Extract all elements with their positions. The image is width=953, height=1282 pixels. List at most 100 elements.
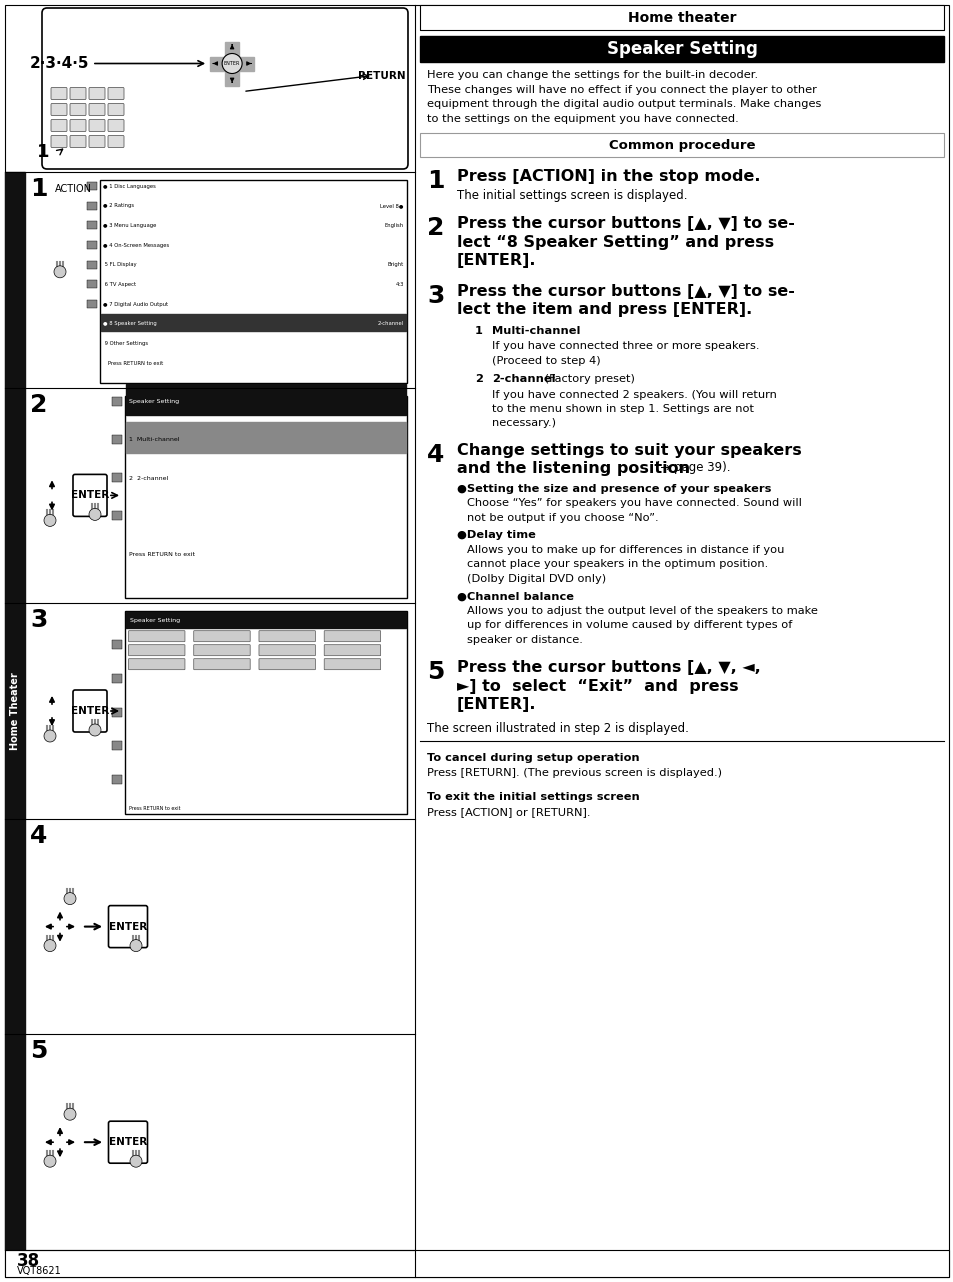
FancyBboxPatch shape: [324, 631, 380, 642]
Circle shape: [64, 1108, 76, 1120]
Bar: [87, 182, 97, 190]
Text: 2-channel: 2-channel: [377, 322, 403, 326]
FancyBboxPatch shape: [108, 104, 124, 115]
Text: VQT8621: VQT8621: [17, 1267, 62, 1276]
FancyBboxPatch shape: [258, 659, 315, 669]
Text: cannot place your speakers in the optimum position.: cannot place your speakers in the optimu…: [467, 559, 767, 569]
Text: To cancel during setup operation: To cancel during setup operation: [427, 754, 639, 764]
Text: 2-channel: 2-channel: [492, 374, 555, 385]
Text: (Proceed to step 4): (Proceed to step 4): [492, 355, 600, 365]
Text: Level 8●: Level 8●: [380, 203, 403, 208]
Text: 9 Other Settings: 9 Other Settings: [103, 341, 148, 346]
Circle shape: [44, 729, 56, 742]
FancyBboxPatch shape: [324, 659, 380, 669]
Text: RETURN: RETURN: [358, 71, 406, 81]
Circle shape: [89, 724, 101, 736]
Circle shape: [64, 892, 76, 905]
Text: 38: 38: [17, 1251, 40, 1269]
FancyBboxPatch shape: [70, 136, 86, 147]
Text: 2: 2: [475, 374, 482, 385]
FancyBboxPatch shape: [108, 87, 124, 100]
Bar: [112, 473, 122, 482]
Bar: [87, 300, 97, 308]
FancyBboxPatch shape: [419, 133, 943, 156]
FancyBboxPatch shape: [125, 612, 407, 814]
Text: Multi-channel: Multi-channel: [492, 326, 579, 336]
FancyBboxPatch shape: [51, 119, 67, 132]
Text: Press [ACTION] in the stop mode.: Press [ACTION] in the stop mode.: [456, 169, 760, 185]
Bar: [87, 260, 97, 269]
Text: 2: 2: [30, 392, 48, 417]
Text: (Factory preset): (Factory preset): [541, 374, 635, 385]
Text: To exit the initial settings screen: To exit the initial settings screen: [427, 792, 639, 803]
Text: 1: 1: [475, 326, 482, 336]
Text: 5: 5: [427, 660, 444, 685]
FancyBboxPatch shape: [51, 104, 67, 115]
Text: Press RETURN to exit: Press RETURN to exit: [103, 360, 163, 365]
Text: ENTER: ENTER: [109, 1137, 147, 1147]
Text: 2·3·4·5: 2·3·4·5: [30, 56, 90, 71]
Text: 1: 1: [427, 169, 444, 194]
FancyBboxPatch shape: [193, 631, 250, 642]
FancyBboxPatch shape: [89, 104, 105, 115]
Text: Press the cursor buttons [▲, ▼] to se-: Press the cursor buttons [▲, ▼] to se-: [456, 283, 794, 299]
Bar: [126, 422, 406, 454]
Bar: [87, 241, 97, 249]
Text: Press [RETURN]. (The previous screen is displayed.): Press [RETURN]. (The previous screen is …: [427, 768, 721, 778]
FancyBboxPatch shape: [109, 905, 148, 947]
Text: lect the item and press [ENTER].: lect the item and press [ENTER].: [456, 303, 752, 317]
Text: not be output if you choose “No”.: not be output if you choose “No”.: [467, 513, 658, 523]
Text: Speaker Setting: Speaker Setting: [130, 618, 180, 623]
FancyBboxPatch shape: [129, 659, 185, 669]
Text: Press RETURN to exit: Press RETURN to exit: [129, 806, 180, 812]
Text: If you have connected three or more speakers.: If you have connected three or more spea…: [492, 341, 759, 351]
Text: These changes will have no effect if you connect the player to other: These changes will have no effect if you…: [427, 85, 816, 95]
Text: 4: 4: [427, 444, 444, 467]
FancyBboxPatch shape: [193, 645, 250, 655]
Circle shape: [130, 1155, 142, 1167]
Text: Bright: Bright: [387, 263, 403, 267]
Text: Speaker Setting: Speaker Setting: [606, 40, 757, 58]
Bar: [225, 41, 239, 86]
Bar: [5, 172, 25, 1250]
Circle shape: [54, 265, 66, 278]
Text: ●Setting the size and presence of your speakers: ●Setting the size and presence of your s…: [456, 485, 771, 494]
Bar: [112, 435, 122, 444]
Bar: [419, 36, 943, 62]
Text: 1: 1: [37, 144, 50, 162]
Text: Home Theater: Home Theater: [10, 672, 20, 750]
Text: lect “8 Speaker Setting” and press: lect “8 Speaker Setting” and press: [456, 235, 773, 250]
Text: Allows you to make up for differences in distance if you: Allows you to make up for differences in…: [467, 545, 783, 555]
Text: Allows you to adjust the output level of the speakers to make: Allows you to adjust the output level of…: [467, 606, 817, 615]
FancyBboxPatch shape: [108, 119, 124, 132]
Text: up for differences in volume caused by different types of: up for differences in volume caused by d…: [467, 620, 792, 631]
Circle shape: [44, 514, 56, 527]
Bar: [112, 776, 122, 785]
Bar: [112, 396, 122, 405]
Text: Here you can change the settings for the built-in decoder.: Here you can change the settings for the…: [427, 71, 758, 79]
Text: Home theater: Home theater: [627, 10, 736, 24]
FancyBboxPatch shape: [258, 631, 315, 642]
FancyBboxPatch shape: [73, 690, 107, 732]
Bar: [112, 640, 122, 649]
Circle shape: [222, 54, 242, 73]
Text: to the settings on the equipment you have connected.: to the settings on the equipment you hav…: [427, 114, 738, 123]
FancyBboxPatch shape: [108, 136, 124, 147]
Text: ● 2 Ratings: ● 2 Ratings: [103, 203, 134, 208]
FancyBboxPatch shape: [193, 659, 250, 669]
Text: necessary.): necessary.): [492, 418, 556, 428]
Text: Change settings to suit your speakers: Change settings to suit your speakers: [456, 444, 801, 458]
Text: 4:3: 4:3: [395, 282, 403, 287]
Text: ●Delay time: ●Delay time: [456, 531, 536, 541]
Bar: [112, 741, 122, 750]
Text: Speaker Setting: Speaker Setting: [129, 399, 179, 404]
Text: 4: 4: [30, 824, 48, 847]
FancyBboxPatch shape: [89, 119, 105, 132]
Text: ENTER: ENTER: [71, 491, 109, 500]
Bar: [87, 201, 97, 210]
Circle shape: [44, 940, 56, 951]
FancyBboxPatch shape: [100, 179, 407, 382]
Text: 5: 5: [30, 1040, 48, 1063]
Text: [ENTER].: [ENTER].: [456, 697, 536, 713]
Bar: [112, 674, 122, 683]
